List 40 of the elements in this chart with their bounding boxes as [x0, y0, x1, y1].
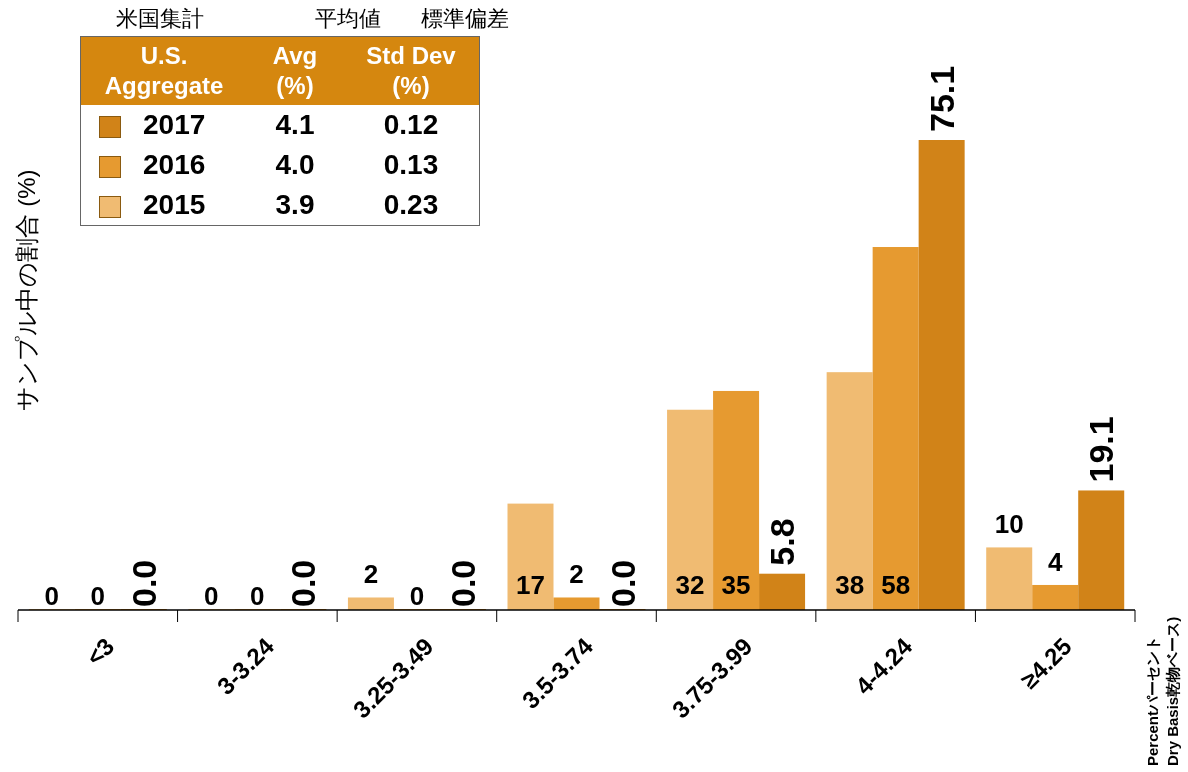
data-label: 0.0: [443, 559, 482, 607]
text: Dry Basis乾物ベース): [1164, 616, 1181, 766]
text: 標準偏差: [420, 5, 510, 33]
data-label: 0: [44, 581, 60, 611]
text: 平均値: [314, 5, 382, 33]
text: Std Dev (%): [343, 36, 480, 105]
annotation: 0.13: [382, 148, 440, 182]
text: U.S. Aggregate: [80, 36, 247, 105]
data-label: 32: [675, 570, 705, 600]
annotation: 0.12: [382, 108, 440, 142]
legend-label: 2015: [142, 188, 207, 222]
data-label: 10: [994, 509, 1024, 540]
text: Avg (%): [247, 36, 343, 105]
text: 米国集計: [115, 5, 205, 33]
text: Percentパーセント: [1144, 635, 1161, 766]
y-axis-title: サンプル中の割合 (%): [12, 169, 40, 411]
legend-label: 2017: [142, 108, 207, 142]
legend-label: 2016: [142, 148, 207, 182]
data-label: 38: [835, 570, 865, 600]
data-label: 17: [516, 570, 545, 600]
data-label: 19.1: [1082, 416, 1121, 483]
data-label: 0: [204, 581, 219, 611]
annotation: 3.9: [274, 188, 316, 222]
annotation: 0.23: [382, 188, 440, 222]
data-label: 0.0: [284, 559, 323, 607]
data-label: 0.0: [603, 559, 642, 607]
data-label: 0: [409, 581, 425, 611]
data-label: 0.0: [124, 559, 163, 607]
data-label: 4: [1047, 546, 1063, 577]
x-tick-label: <3: [80, 632, 120, 671]
data-label: 35: [721, 570, 751, 600]
data-label: 2: [569, 559, 584, 590]
data-label: 0: [250, 581, 265, 611]
annotation: 4.0: [274, 148, 316, 182]
annotation: 4.1: [274, 108, 316, 142]
data-label: 0: [90, 581, 106, 611]
data-label: 2: [363, 559, 379, 590]
data-label: 58: [881, 570, 911, 600]
data-label: 75.1: [922, 65, 961, 132]
data-label: 5.8: [763, 518, 802, 566]
